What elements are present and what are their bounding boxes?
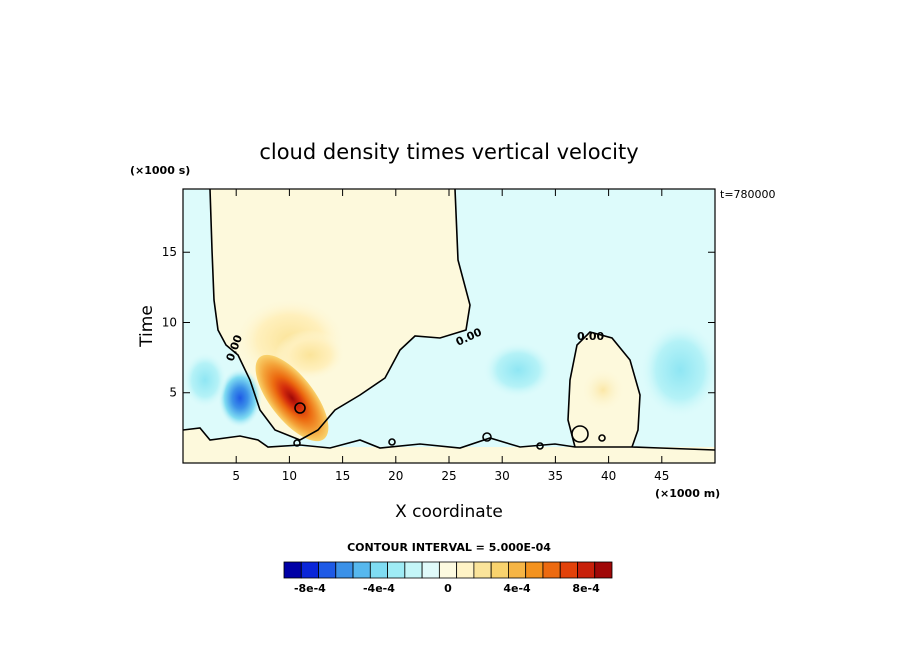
bottom-positive-strip xyxy=(183,447,715,463)
colorbar-tick-label: -4e-4 xyxy=(363,582,395,595)
colorbar-tick-label: 0 xyxy=(444,582,452,595)
colorbar-swatch xyxy=(335,561,354,579)
left-negative-patch xyxy=(183,352,227,408)
plot-field: 0.00 0.00 0.00 xyxy=(183,189,715,463)
x-tick-label: 35 xyxy=(548,469,563,483)
colorbar-swatch xyxy=(421,561,440,579)
colorbar-swatch xyxy=(525,561,544,579)
updraft-core xyxy=(255,354,329,442)
colorbar-swatch xyxy=(404,561,423,579)
mid-negative-patch xyxy=(483,342,553,398)
small-positive-patch xyxy=(581,368,625,412)
chart-title: cloud density times vertical velocity xyxy=(259,140,638,164)
colorbar-swatch xyxy=(473,561,492,579)
x-axis-label: X coordinate xyxy=(395,502,503,522)
colorbar-swatch xyxy=(559,561,578,579)
right-negative-patch xyxy=(640,322,715,418)
colorbar-swatch xyxy=(318,561,337,579)
colorbar-swatch xyxy=(577,561,596,579)
colorbar: -8e-4 -4e-4 0 4e-4 8e-4 xyxy=(283,561,613,595)
x-tick-label: 15 xyxy=(335,469,350,483)
time-label: t=780000 xyxy=(720,188,776,201)
left-positive-pocket xyxy=(183,428,268,447)
colorbar-swatch xyxy=(352,561,371,579)
y-tick-label: 10 xyxy=(162,315,177,329)
x-tick-label: 20 xyxy=(388,469,403,483)
x-tick-label: 30 xyxy=(495,469,510,483)
x-tick-label: 40 xyxy=(601,469,616,483)
x-tick-label: 25 xyxy=(441,469,456,483)
zero-contours xyxy=(183,189,715,451)
colorbar-swatch xyxy=(300,561,319,579)
x-tick-label: 5 xyxy=(232,469,240,483)
y-scale-label: (×1000 s) xyxy=(130,164,190,177)
x-tick-label: 45 xyxy=(654,469,669,483)
colorbar-swatch xyxy=(542,561,561,579)
contour-label-right: 0.00 xyxy=(577,330,604,343)
contour-interval-label: CONTOUR INTERVAL = 5.000E-04 xyxy=(347,541,551,554)
colorbar-swatch xyxy=(438,561,458,579)
colorbar-tick-label: -8e-4 xyxy=(294,582,326,595)
colorbar-tick-label: 4e-4 xyxy=(503,582,531,595)
colorbar-swatch xyxy=(283,561,302,579)
colorbar-swatch xyxy=(369,561,388,579)
y-tick-label: 15 xyxy=(162,245,177,259)
x-tick-label: 10 xyxy=(282,469,297,483)
colorbar-swatch xyxy=(456,561,475,579)
colorbar-swatch xyxy=(387,561,406,579)
x-axis: 5 10 15 20 25 30 35 40 45 xyxy=(232,189,669,483)
x-scale-label: (×1000 m) xyxy=(655,487,720,500)
colorbar-tick-label: 8e-4 xyxy=(572,582,600,595)
y-axis: 5 10 15 xyxy=(162,245,715,400)
colorbar-swatch xyxy=(594,561,613,579)
y-tick-label: 5 xyxy=(169,386,177,400)
colorbar-swatch xyxy=(490,561,509,579)
colorbar-swatch xyxy=(508,561,527,579)
y-axis-label: Time xyxy=(137,305,157,348)
